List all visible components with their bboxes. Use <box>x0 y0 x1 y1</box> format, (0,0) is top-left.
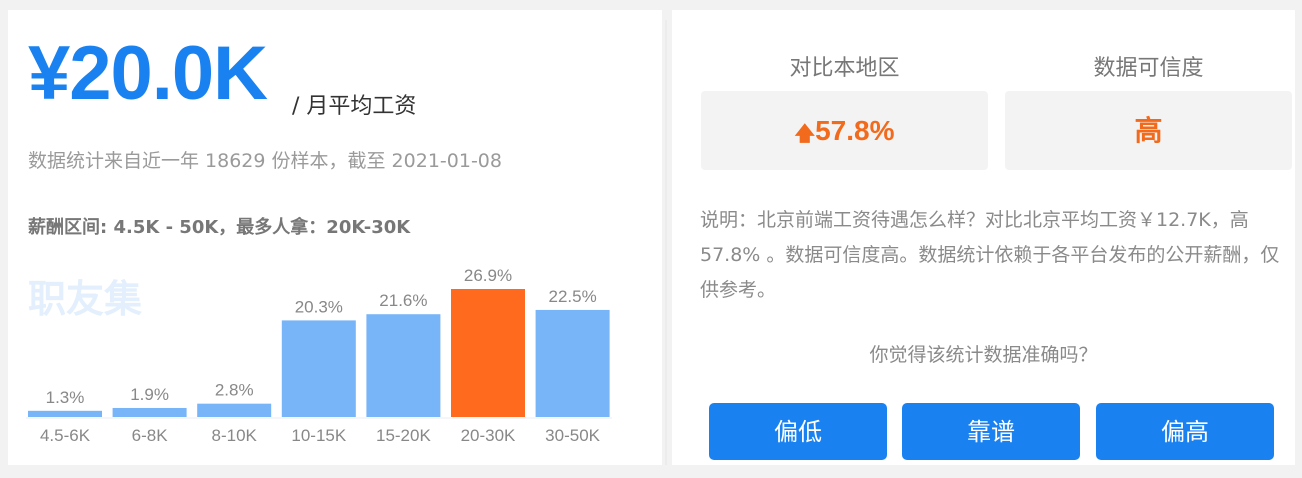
region-compare-value: 57.8% <box>815 115 895 146</box>
category-label: 10-15K <box>291 426 346 445</box>
feedback-question: 你觉得该统计数据准确吗？ <box>869 344 1098 366</box>
category-label: 30-50K <box>545 426 600 445</box>
average-salary: ¥20.0K <box>28 31 268 116</box>
region-compare-value-box: 🡅57.8% <box>701 91 988 170</box>
bar-20-30K <box>451 289 525 417</box>
salary-distribution-chart: 1.3% 4.5-6K 1.9% 6-8K 2.8% 8-10K 20.3% 10-15K 21… <box>26 266 612 445</box>
arrow-up-icon: 🡅 <box>794 123 816 145</box>
category-label: 6-8K <box>132 426 169 445</box>
data-label: 22.5% <box>548 287 596 306</box>
data-label: 21.6% <box>379 291 427 310</box>
watermark-logo: 职友集 <box>28 277 143 321</box>
bar-8-10K <box>197 403 272 417</box>
category-label: 15-20K <box>376 426 431 445</box>
category-label: 20-30K <box>461 426 516 445</box>
too-low-button[interactable]: 偏低 <box>709 403 887 460</box>
too-high-button[interactable]: 偏高 <box>1096 403 1274 460</box>
data-label: 2.8% <box>215 381 254 400</box>
credibility-value: 高 <box>1005 91 1292 170</box>
data-label: 26.9% <box>464 266 512 285</box>
salary-card: ¥20.0K / 月平均工资 数据统计来自近一年 18629 份样本，截至 20… <box>8 10 662 465</box>
data-label: 1.9% <box>130 385 169 404</box>
category-label: 4.5-6K <box>40 426 91 445</box>
bar-10-15K <box>281 320 356 417</box>
bar-30-50K <box>535 309 610 417</box>
sample-source: 数据统计来自近一年 18629 份样本，截至 2021-01-08 <box>28 150 502 172</box>
divider <box>665 20 667 465</box>
description: 说明：北京前端工资待遇怎么样？对比北京平均工资￥12.7K，高 57.8% 。数… <box>700 209 1280 301</box>
category-label: 8-10K <box>212 426 258 445</box>
region-compare-label: 对比本地区 <box>789 56 900 81</box>
comparison-card: 对比本地区 数据可信度 🡅57.8% 高 说明：北京前端工资待遇怎么样？对比北京… <box>672 10 1295 465</box>
salary-unit: / 月平均工资 <box>292 94 417 119</box>
data-label: 1.3% <box>46 388 85 407</box>
bar-4.5-6K <box>28 410 102 417</box>
accurate-button[interactable]: 靠谱 <box>902 403 1080 460</box>
credibility-label: 数据可信度 <box>1093 56 1204 81</box>
salary-range: 薪酬区间: 4.5K - 50K，最多人拿：20K-30K <box>28 217 411 238</box>
bar-6-8K <box>112 407 187 417</box>
bar-15-20K <box>366 314 441 417</box>
data-label: 20.3% <box>295 297 343 316</box>
